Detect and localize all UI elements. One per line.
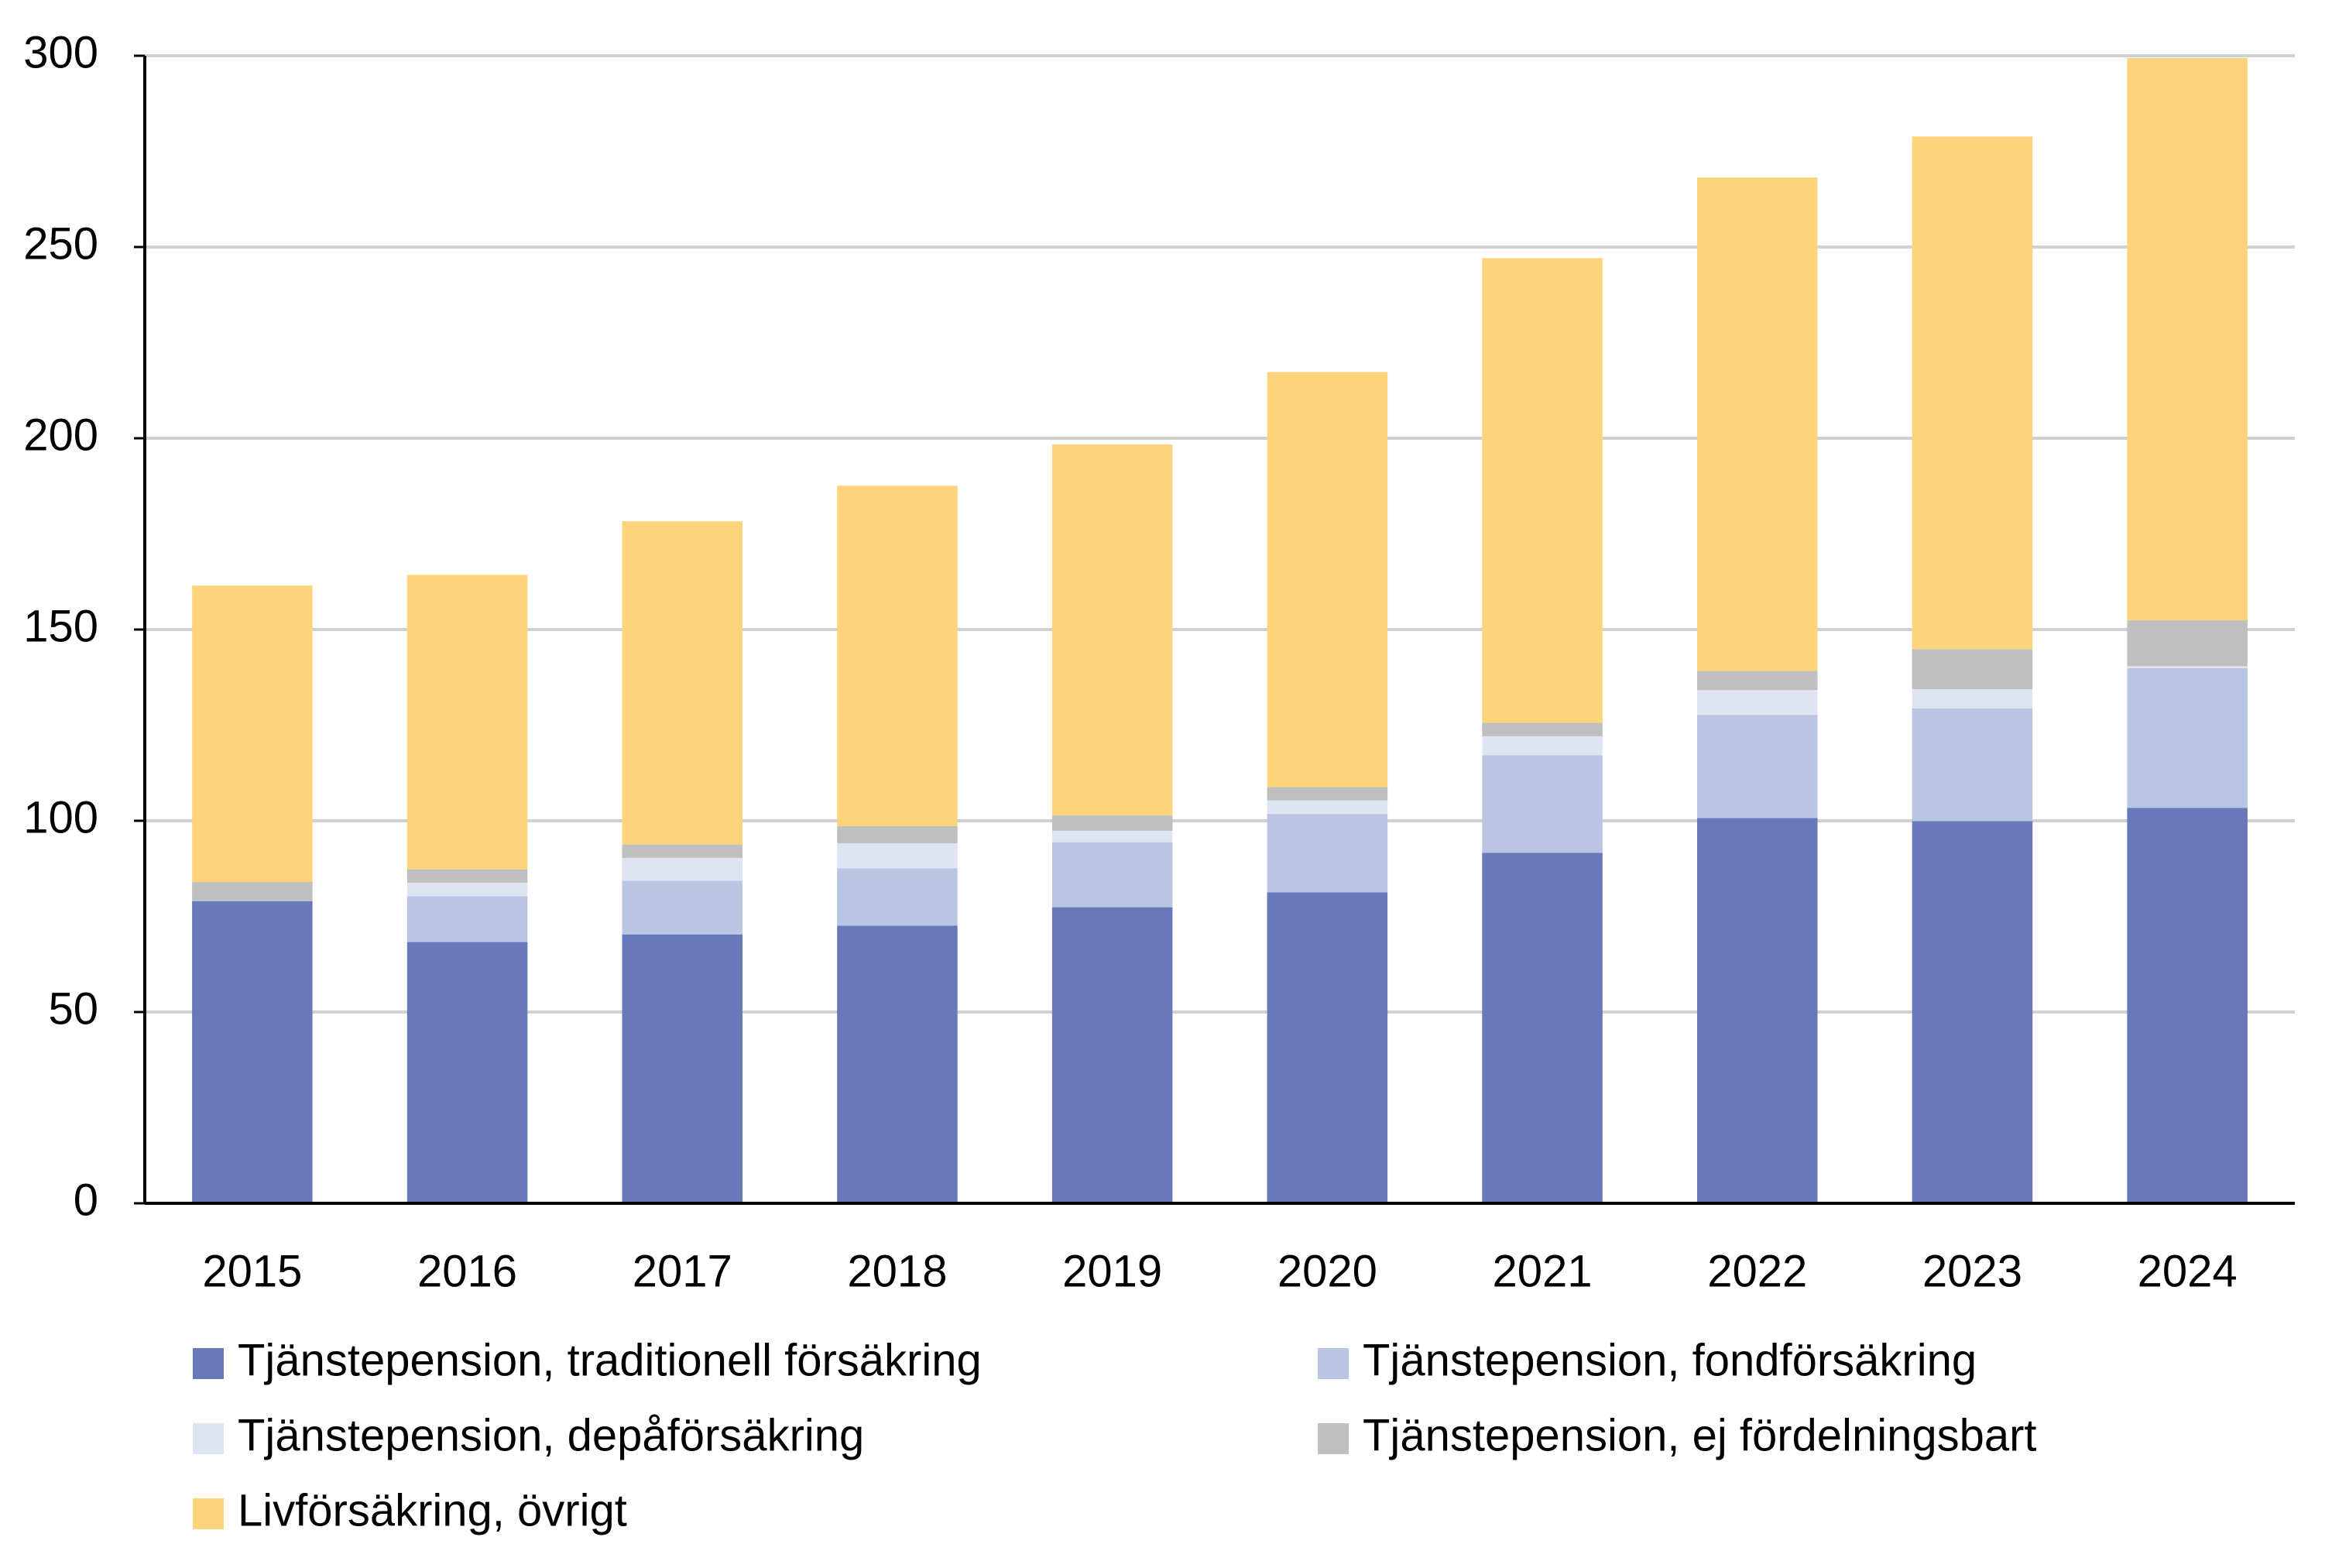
bar-segment bbox=[1482, 258, 1603, 723]
bar-segment bbox=[837, 843, 958, 869]
bar-segment bbox=[622, 880, 743, 935]
x-tick-label: 2022 bbox=[1707, 1246, 1807, 1296]
bar-segment bbox=[2127, 57, 2248, 621]
x-tick-label: 2024 bbox=[2138, 1246, 2238, 1296]
y-tick-label: 150 bbox=[23, 601, 98, 651]
bar-segment bbox=[1912, 708, 2033, 822]
legend-swatch bbox=[193, 1348, 224, 1379]
bar-segment bbox=[1267, 787, 1388, 801]
bar-segment bbox=[1051, 444, 1173, 816]
bar-segment bbox=[1051, 907, 1173, 1203]
bar-segment bbox=[406, 575, 528, 870]
bar-segment bbox=[837, 868, 958, 926]
legend-swatch bbox=[1318, 1423, 1349, 1454]
legend-swatch bbox=[193, 1498, 224, 1529]
x-tick-label: 2016 bbox=[417, 1246, 517, 1296]
legend-label: Livförsäkring, övrigt bbox=[238, 1485, 627, 1535]
y-tick-label: 50 bbox=[48, 983, 98, 1034]
x-tick-label: 2019 bbox=[1062, 1246, 1162, 1296]
bar-segment bbox=[1696, 715, 1818, 818]
bar-segment bbox=[2127, 667, 2248, 808]
y-tick-label: 300 bbox=[23, 27, 98, 77]
bar-segment bbox=[622, 844, 743, 858]
bar-segment bbox=[1482, 722, 1603, 736]
bar-segment bbox=[622, 521, 743, 845]
bar-segment bbox=[1912, 821, 2033, 1203]
x-tick-label: 2020 bbox=[1277, 1246, 1377, 1296]
bar-segment bbox=[622, 934, 743, 1203]
legend-label: Tjänstepension, fondförsäkring bbox=[1363, 1335, 1977, 1385]
y-tick-label: 0 bbox=[74, 1175, 98, 1225]
bar-segment bbox=[1267, 372, 1388, 787]
bar-segment bbox=[837, 925, 958, 1203]
bar-segment bbox=[406, 942, 528, 1203]
bar-segment bbox=[837, 485, 958, 826]
bar-segment bbox=[406, 869, 528, 884]
bar-segment bbox=[1696, 671, 1818, 691]
legend-label: Tjänstepension, ej fördelningsbart bbox=[1363, 1410, 2037, 1460]
bar-segment bbox=[1051, 830, 1173, 842]
y-tick-label: 200 bbox=[23, 410, 98, 460]
bar-segment bbox=[1482, 736, 1603, 756]
bar-segment bbox=[1912, 649, 2033, 690]
bar-segment bbox=[837, 825, 958, 844]
y-tick-label: 250 bbox=[23, 218, 98, 269]
x-tick-label: 2017 bbox=[633, 1246, 732, 1296]
bar-segment bbox=[2127, 808, 2248, 1203]
bar-segment bbox=[1051, 842, 1173, 908]
bar-segment bbox=[406, 883, 528, 897]
bar-segment bbox=[192, 882, 313, 901]
y-tick-label: 100 bbox=[23, 792, 98, 842]
bar-segment bbox=[1912, 689, 2033, 709]
bar-segment bbox=[622, 857, 743, 881]
bar-segment bbox=[1267, 814, 1388, 893]
x-tick-label: 2018 bbox=[847, 1246, 947, 1296]
x-tick-label: 2015 bbox=[202, 1246, 302, 1296]
bar-segment bbox=[1267, 800, 1388, 815]
bar-segment bbox=[1696, 177, 1818, 671]
legend-swatch bbox=[1318, 1348, 1349, 1379]
bar-segment bbox=[192, 901, 313, 1203]
bar-segment bbox=[1267, 892, 1388, 1203]
bar-segment bbox=[406, 896, 528, 942]
bar-segment bbox=[1482, 755, 1603, 853]
bar-segment bbox=[2127, 620, 2248, 667]
bar-segment bbox=[1696, 690, 1818, 715]
bar-segment bbox=[192, 585, 313, 883]
bar-segment bbox=[1696, 818, 1818, 1203]
bar-segment bbox=[1912, 136, 2033, 650]
legend-label: Tjänstepension, traditionell försäkring bbox=[238, 1335, 982, 1385]
bar-segment bbox=[1051, 815, 1173, 831]
bar-segment bbox=[2127, 666, 2248, 668]
legend-label: Tjänstepension, depåförsäkring bbox=[238, 1410, 864, 1460]
x-tick-label: 2023 bbox=[1922, 1246, 2022, 1296]
x-tick-label: 2021 bbox=[1493, 1246, 1593, 1296]
bar-segment bbox=[1482, 853, 1603, 1203]
legend-swatch bbox=[193, 1423, 224, 1454]
